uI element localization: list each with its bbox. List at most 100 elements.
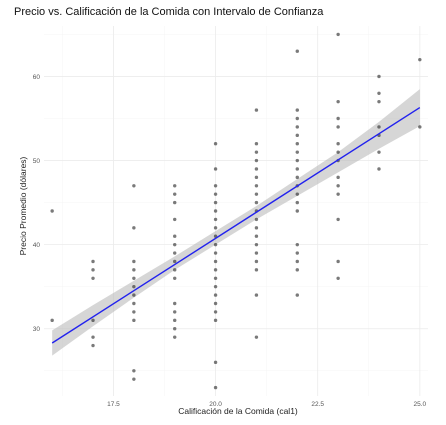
y-axis-title: Precio Promedio (dólares) xyxy=(18,156,28,255)
scatter-point xyxy=(336,99,340,104)
scatter-point xyxy=(254,192,259,196)
scatter-point xyxy=(336,125,340,129)
scatter-point xyxy=(173,276,177,280)
scatter-point xyxy=(213,301,218,306)
scatter-point xyxy=(254,167,259,171)
scatter-point xyxy=(173,268,177,272)
scatter-point xyxy=(295,125,299,129)
scatter-point xyxy=(132,184,136,188)
scatter-point xyxy=(213,284,218,289)
scatter-point xyxy=(213,310,218,314)
scatter-point xyxy=(295,49,299,53)
points-layer xyxy=(50,32,422,390)
scatter-point xyxy=(295,251,299,255)
x-tick-label: 22.5 xyxy=(311,401,324,408)
x-tick-label: 17.5 xyxy=(107,401,120,408)
scatter-point xyxy=(91,276,95,280)
scatter-point xyxy=(336,259,340,264)
x-axis-title: Calificación de la Comida (cal1) xyxy=(178,406,298,416)
scatter-point xyxy=(132,276,136,280)
scatter-point xyxy=(213,385,218,390)
scatter-point xyxy=(336,184,340,188)
scatter-point xyxy=(295,259,299,264)
scatter-point xyxy=(254,293,259,297)
scatter-point xyxy=(377,150,381,154)
scatter-point xyxy=(213,167,218,171)
scatter-point xyxy=(295,158,299,163)
scatter-point xyxy=(254,150,259,154)
scatter-point xyxy=(213,360,218,365)
scatter-point xyxy=(254,184,259,188)
scatter-point xyxy=(213,268,218,272)
scatter-point xyxy=(50,318,54,323)
scatter-point xyxy=(254,268,259,272)
scatter-point xyxy=(336,116,340,121)
scatter-point xyxy=(336,276,340,280)
scatter-point xyxy=(132,226,136,230)
fit-line-layer xyxy=(51,106,421,344)
scatter-point xyxy=(132,284,136,289)
scatter-point xyxy=(377,74,381,79)
scatter-point xyxy=(213,209,218,213)
scatter-point xyxy=(254,251,259,255)
scatter-point xyxy=(213,142,218,146)
scatter-point xyxy=(173,327,177,331)
scatter-point xyxy=(254,158,259,163)
scatter-point xyxy=(132,293,136,297)
scatter-point xyxy=(173,259,177,264)
scatter-point xyxy=(295,242,299,247)
scatter-point xyxy=(295,293,299,297)
scatter-point xyxy=(91,268,95,272)
scatter-point xyxy=(295,209,299,213)
scatter-point xyxy=(254,142,259,146)
scatter-point xyxy=(173,251,177,255)
scatter-point xyxy=(173,318,177,323)
regression-line xyxy=(51,106,421,344)
y-tick-label: 60 xyxy=(33,74,41,81)
scatter-point xyxy=(213,217,218,222)
scatter-point xyxy=(295,167,299,171)
scatter-point xyxy=(254,259,259,264)
scatter-point xyxy=(213,226,218,230)
scatter-point xyxy=(132,268,136,272)
scatter-point xyxy=(173,234,177,238)
scatter-point xyxy=(295,200,299,205)
scatter-point xyxy=(132,301,136,306)
scatter-point xyxy=(173,184,177,188)
scatter-point xyxy=(336,175,340,180)
scatter-point xyxy=(295,133,299,138)
scatter-point xyxy=(173,335,177,339)
scatter-point xyxy=(254,234,259,238)
scatter-point xyxy=(377,99,381,104)
scatter-point xyxy=(295,175,299,180)
scatter-point xyxy=(418,57,422,62)
scatter-point xyxy=(173,217,177,222)
scatter-point xyxy=(173,301,177,306)
scatter-point xyxy=(336,142,340,146)
x-tick-label: 25.0 xyxy=(414,401,427,408)
x-tick-label: 20.0 xyxy=(209,401,222,408)
scatter-point xyxy=(295,142,299,146)
scatter-point xyxy=(213,192,218,196)
scatter-point xyxy=(213,200,218,205)
scatter-point xyxy=(295,116,299,121)
chart-title: Precio vs. Calificación de la Comida con… xyxy=(14,6,324,18)
scatter-point xyxy=(213,251,218,255)
scatter-point xyxy=(213,184,218,188)
scatter-point xyxy=(132,259,136,264)
scatter-point xyxy=(254,335,259,339)
scatter-point xyxy=(254,175,259,180)
scatter-point xyxy=(173,192,177,196)
scatter-point xyxy=(336,217,340,222)
scatter-point xyxy=(91,335,95,339)
scatter-point xyxy=(213,276,218,280)
scatter-point xyxy=(254,200,259,205)
scatter-point xyxy=(336,32,340,37)
scatter-point xyxy=(295,108,299,112)
scatter-point xyxy=(132,369,136,373)
scatter-point xyxy=(173,200,177,205)
scatter-point xyxy=(377,91,381,95)
scatter-point xyxy=(91,259,95,264)
scatter-point xyxy=(132,318,136,323)
